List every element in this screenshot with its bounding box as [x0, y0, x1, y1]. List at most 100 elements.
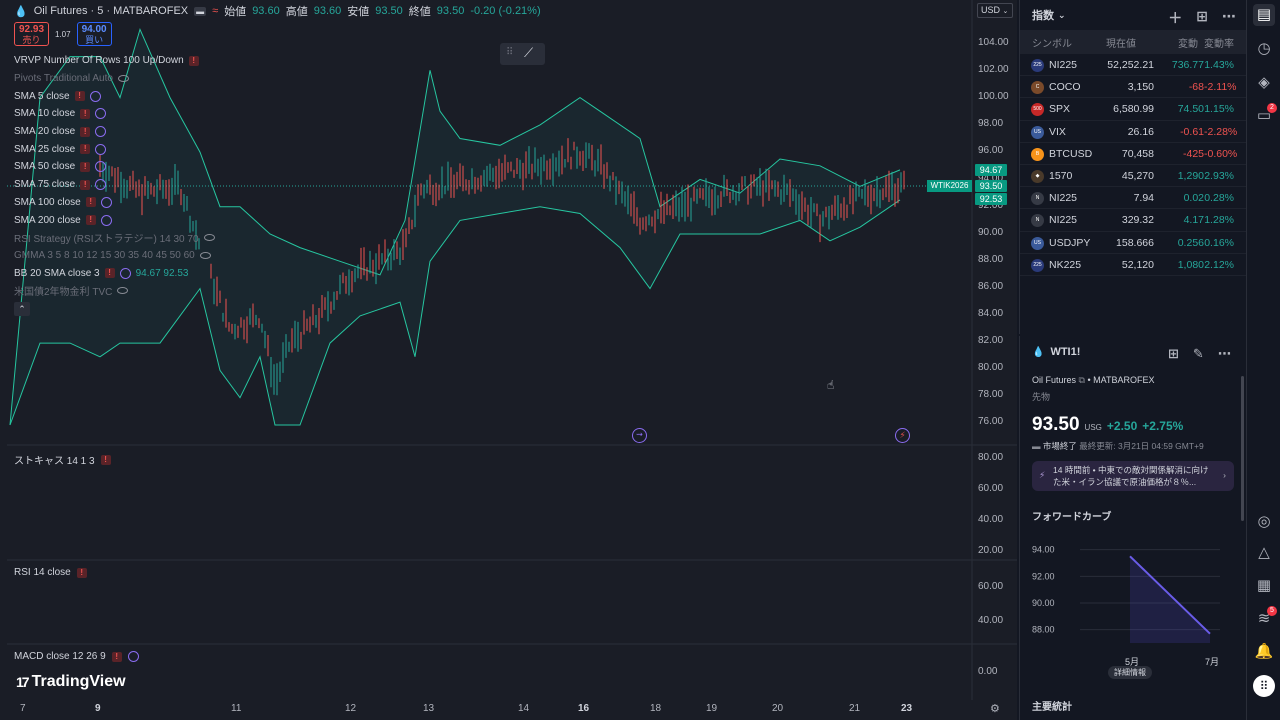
indicator-legend-item[interactable]: SMA 25 close! [14, 140, 215, 158]
indicator-legend-item[interactable]: SMA 50 close! [14, 158, 215, 176]
col-change[interactable]: 変動 [1178, 38, 1198, 50]
oil-drop-icon: 💧 [1032, 346, 1045, 358]
indicator-legend-item[interactable]: GMMA 3 5 8 10 12 15 30 35 40 45 50 60 [14, 247, 215, 265]
notification-bell-icon[interactable]: 🔔 [1254, 643, 1274, 660]
trend-line-icon[interactable]: ⟋ [524, 45, 534, 60]
details-name-line: Oil Futures ⧉ • MATBAROFEX [1032, 375, 1155, 385]
price-axis-label: 86.00 [978, 280, 1004, 292]
layout-grid-icon[interactable]: ⊞ [1196, 8, 1208, 24]
watchlist-row[interactable]: N NI225 329.32 4.17 1.28% [1020, 209, 1246, 232]
apps-menu-icon[interactable]: ⠿ [1253, 675, 1275, 697]
watchlist-row[interactable]: 225 NI225 52,252.21 736.77 1.43% [1020, 54, 1246, 77]
row-change: 736.77 [1171, 59, 1204, 71]
row-symbol: NK225 [1049, 258, 1082, 271]
indicator-label: SMA 20 close [14, 126, 76, 138]
symbol-logo-icon: C [1031, 81, 1044, 95]
chart-symbol[interactable]: Oil Futures · 5 · MATBAROFEX [33, 5, 189, 17]
row-pct: 2.12% [1204, 258, 1234, 271]
indicator-legend-item[interactable]: SMA 10 close! [14, 105, 215, 123]
indicator-legend-item[interactable]: 米国債2年物金利 TVC [14, 282, 215, 300]
cycle-icon [89, 90, 101, 102]
chat-icon[interactable]: ▭ 2 [1253, 103, 1277, 127]
watchlist-row[interactable]: US USDJPY 158.666 0.256 0.16% [1020, 232, 1246, 254]
watchlist-icon[interactable]: ▤ [1253, 4, 1275, 26]
calendar-icon[interactable]: ▦ [1256, 577, 1272, 594]
cycle-icon [95, 126, 107, 138]
symbol-logo-icon: US [1031, 236, 1044, 250]
watchlist-row[interactable]: B BTCUSD 70,458 -425 -0.60% [1020, 143, 1246, 165]
target-icon[interactable]: ◎ [1257, 513, 1271, 530]
row-change: 4.17 [1183, 214, 1204, 227]
details-exchange[interactable]: MATBAROFEX [1093, 375, 1155, 385]
more-options-icon[interactable]: ⋯ [1217, 346, 1231, 361]
tv-logo-icon: 17 [16, 674, 30, 690]
indicator-legend-item[interactable]: RSI Strategy (RSIストラテジー) 14 30 70 [14, 229, 215, 247]
hidden-eye-icon[interactable] [199, 251, 211, 259]
col-last[interactable]: 現在値 [1106, 38, 1136, 50]
symbol-price-tag: WTIK2026 [927, 180, 972, 192]
stochastic-pane-label[interactable]: ストキャス 14 1 3! [14, 452, 111, 467]
indicator-legend-item[interactable]: VRVP Number Of Rows 100 Up/Down! [14, 52, 215, 70]
watchlist-title[interactable]: 指数 [1032, 10, 1054, 22]
details-scrollbar[interactable] [1241, 376, 1244, 521]
grid-icon[interactable]: ⊞ [1168, 346, 1179, 361]
close-label: 終値 [408, 6, 431, 18]
indicator-legend-item[interactable]: SMA 5 close! [14, 87, 215, 105]
cycle-icon [100, 214, 112, 226]
news-feed-icon[interactable]: ≋ 5 [1253, 606, 1277, 630]
row-last: 52,252.21 [1107, 59, 1154, 71]
chart-area[interactable]: 💧 Oil Futures · 5 · MATBAROFEX ▬ ≈ 始値 93.… [0, 0, 1017, 720]
buy-button[interactable]: 94.00 買い [76, 22, 112, 46]
macd-pane-label[interactable]: MACD close 12 26 9! [14, 651, 139, 662]
external-link-icon[interactable]: ⧉ [1078, 375, 1085, 385]
watchlist-row[interactable]: ◆ 1570 45,270 1,290 2.93% [1020, 165, 1246, 188]
indicator-legend-item[interactable]: SMA 100 close! [14, 194, 215, 212]
hidden-eye-icon[interactable] [203, 234, 215, 242]
col-pct[interactable]: 変動率 [1204, 38, 1234, 50]
chevron-down-icon[interactable]: ⌄ [1058, 9, 1066, 20]
rsi-axis-40: 40.00 [978, 615, 1004, 626]
warning-icon: ! [104, 268, 115, 279]
ideas-icon[interactable]: △ [1258, 544, 1270, 561]
add-symbol-icon[interactable]: ＋ [1168, 10, 1183, 26]
price-chart-canvas[interactable] [0, 0, 1017, 720]
details-symbol[interactable]: WTI1! [1050, 346, 1081, 358]
more-options-icon[interactable]: ⋯ [1222, 8, 1236, 24]
edit-icon[interactable]: ✎ [1192, 346, 1204, 361]
watchlist-row[interactable]: C COCO 3,150 -68 -2.11% [1020, 76, 1246, 99]
hidden-eye-icon[interactable] [117, 75, 129, 83]
currency-select[interactable]: USD ⌄ [977, 3, 1013, 18]
drag-handle-icon[interactable]: ⠿ [506, 47, 514, 58]
symbol-logo-icon: US [1031, 125, 1044, 139]
alerts-clock-icon[interactable]: ◷ [1257, 40, 1271, 57]
rsi-pane-label[interactable]: RSI 14 close! [14, 567, 87, 578]
drawing-toolbar[interactable]: ⠿ ⟋ [500, 43, 545, 65]
sell-button[interactable]: 92.93 売り [14, 22, 49, 46]
indicator-legend-item[interactable]: SMA 75 close! [14, 176, 215, 194]
collapse-legend-icon[interactable]: ⌃ [14, 301, 30, 316]
details-price: 93.50 [1032, 414, 1080, 435]
time-axis-label: 14 [518, 703, 530, 714]
indicator-legend-item[interactable]: Pivots Traditional Auto [14, 70, 215, 88]
lightning-event-icon[interactable]: ⇝ [632, 428, 647, 443]
watchlist-row[interactable]: US VIX 26.16 -0.61 -2.28% [1020, 121, 1246, 143]
watchlist-row[interactable]: 500 SPX 6,580.99 74.50 1.15% [1020, 98, 1246, 121]
watchlist-row[interactable]: 225 NK225 52,120 1,080 2.12% [1020, 254, 1246, 276]
hidden-eye-icon[interactable] [117, 287, 129, 295]
col-symbol[interactable]: シンボル [1032, 38, 1072, 50]
indicator-legend-item[interactable]: SMA 200 close! [14, 211, 215, 229]
indicator-legend-item[interactable]: SMA 20 close! [14, 123, 215, 141]
watchlist-row[interactable]: N NI225 7.94 0.02 0.28% [1020, 187, 1246, 210]
open-value: 93.60 [252, 5, 280, 17]
indicator-legend-item[interactable]: BB 20 SMA close 3! 94.67 92.53 [14, 264, 215, 282]
row-change: 1,080 [1177, 258, 1204, 271]
details-name[interactable]: Oil Futures [1032, 375, 1077, 385]
news-card[interactable]: ⚡ 14 時間前 • 中東での敵対関係解消に向けた米・イラン協議で原油価格が８％… [1032, 461, 1234, 491]
high-value: 93.60 [313, 5, 342, 17]
more-info-button[interactable]: 詳細情報 [1108, 666, 1152, 679]
time-axis-label: 12 [345, 703, 357, 714]
layers-icon[interactable]: ◈ [1258, 74, 1270, 91]
lightning-event-icon[interactable]: ⚡ [895, 428, 910, 443]
market-status-text: 市場終了 [1042, 441, 1077, 451]
settings-gear-icon[interactable]: ⚙ [990, 703, 1000, 715]
